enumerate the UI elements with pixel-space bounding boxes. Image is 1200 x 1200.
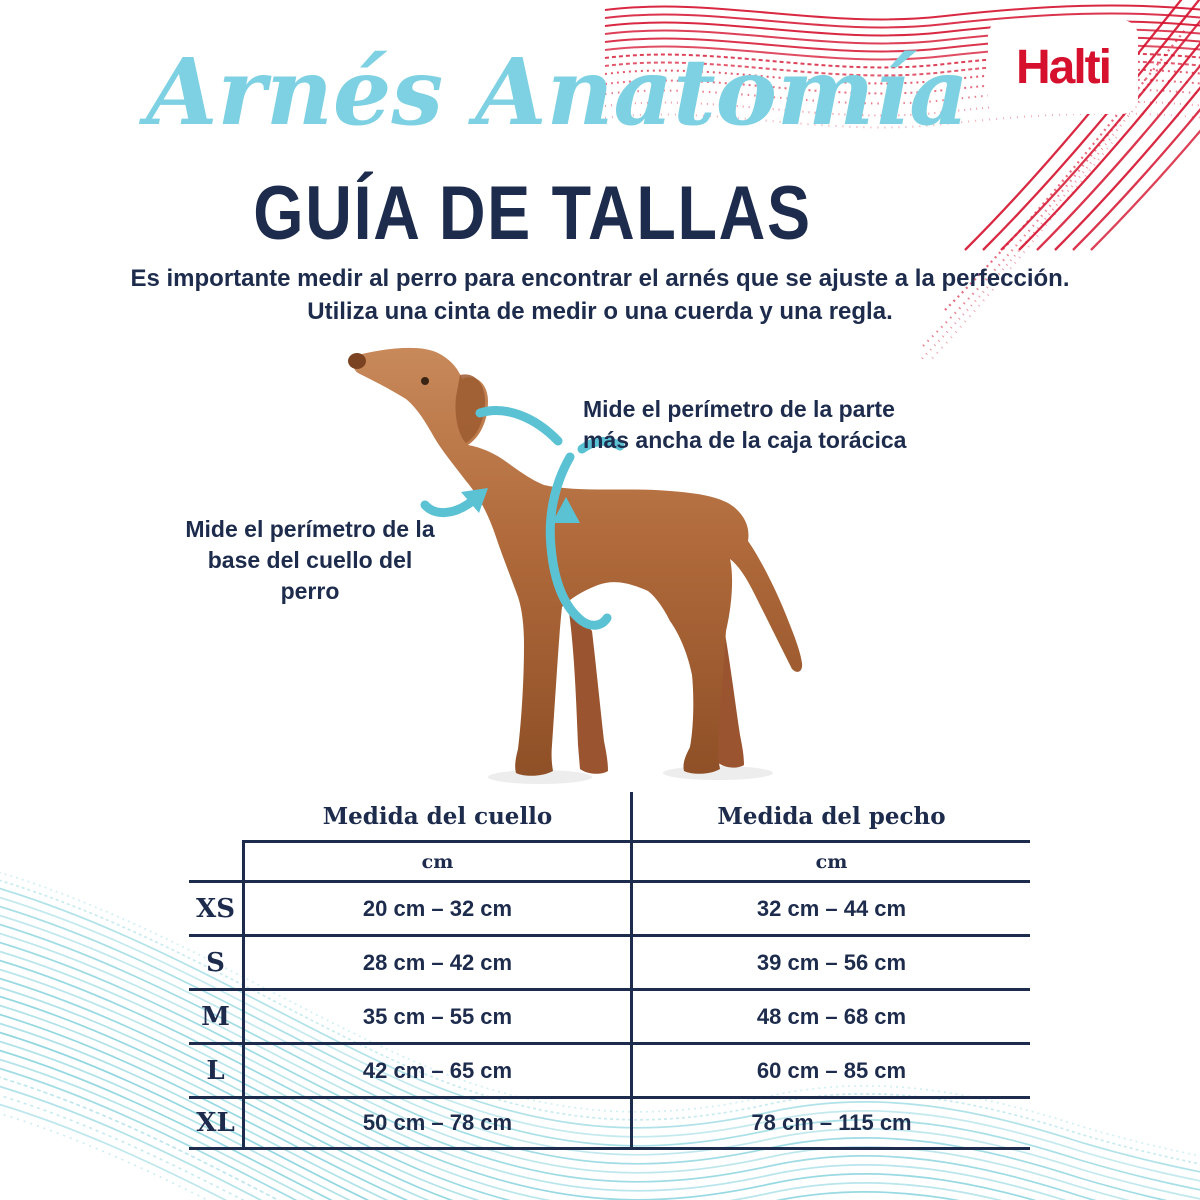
size-label-xs: XS [189, 880, 245, 934]
size-label-xl: XL [189, 1096, 245, 1150]
script-title: Arnés Anatomía [146, 38, 969, 146]
unit-row-empty [189, 840, 245, 880]
unit-chest: cm [633, 840, 1030, 880]
dog-measurement-diagram [348, 347, 803, 784]
dog-nose [348, 353, 366, 369]
intro-line-2: Utiliza una cinta de medir o una cuerda … [307, 298, 893, 325]
halti-logo-text: Halti [1015, 40, 1112, 94]
chest-range-xs: 32 cm – 44 cm [633, 880, 1030, 934]
size-label-s: S [189, 934, 245, 988]
chest-range-s: 39 cm – 56 cm [633, 934, 1030, 988]
dog-ear [455, 374, 486, 443]
column-header-neck: Medida del cuello [245, 792, 633, 840]
neck-arrowhead-icon [461, 488, 488, 513]
table-corner-empty [189, 792, 245, 840]
chest-label-line-1: Mide el perímetro de la parte [583, 396, 895, 422]
neck-measure-arrow [420, 406, 563, 517]
dog-far-front-leg [568, 605, 608, 774]
neck-range-s: 28 cm – 42 cm [245, 934, 633, 988]
neck-label-line-1: Mide el perímetro de la [185, 516, 435, 542]
neck-range-xl: 50 cm – 78 cm [245, 1096, 633, 1150]
chest-measure-label: Mide el perímetro de la parte más ancha … [583, 394, 906, 456]
neck-label-line-2: base del cuello del perro [207, 547, 413, 604]
chest-range-l: 60 cm – 85 cm [633, 1042, 1030, 1096]
dog-silhouette [353, 347, 803, 776]
neck-range-l: 42 cm – 65 cm [245, 1042, 633, 1096]
chest-range-xl: 78 cm – 115 cm [633, 1096, 1030, 1150]
chest-range-m: 48 cm – 68 cm [633, 988, 1030, 1042]
size-label-l: L [189, 1042, 245, 1096]
chest-arrowhead-icon [552, 497, 580, 523]
unit-neck: cm [245, 840, 633, 880]
intro-text: Es importante medir al perro para encont… [0, 262, 1200, 328]
halti-logo: Halti [988, 20, 1138, 114]
front-paw-shadow [488, 770, 592, 784]
chest-measure-arrow [545, 437, 625, 630]
neck-measure-label: Mide el perímetro de la base del cuello … [184, 514, 436, 607]
page-title: GUÍA DE TALLAS [0, 170, 1200, 257]
page-title-text: GUÍA DE TALLAS [253, 171, 812, 256]
neck-range-xs: 20 cm – 32 cm [245, 880, 633, 934]
chest-label-line-2: más ancha de la caja torácica [583, 427, 907, 453]
dog-eye [421, 377, 429, 385]
size-table: Medida del cuello Medida del pecho cm cm… [189, 792, 1030, 1150]
intro-line-1: Es importante medir al perro para encont… [130, 265, 1070, 292]
column-header-chest: Medida del pecho [717, 802, 946, 830]
neck-range-m: 35 cm – 55 cm [245, 988, 633, 1042]
size-label-m: M [189, 988, 245, 1042]
